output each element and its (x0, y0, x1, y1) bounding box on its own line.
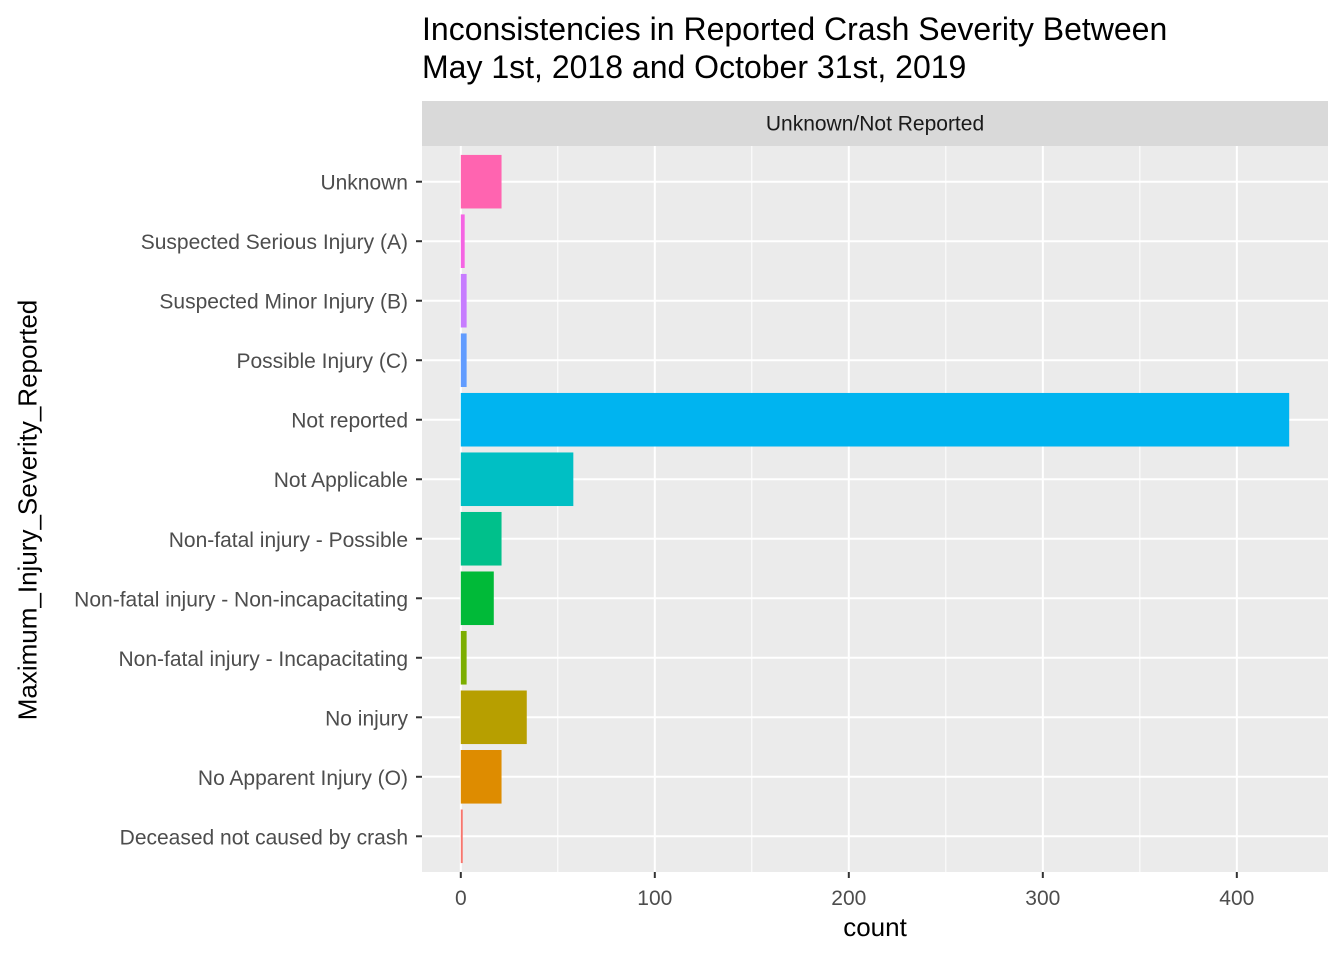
y-tick-label: Non-fatal injury - Incapacitating (119, 648, 408, 671)
bar (460, 809, 463, 864)
bars (460, 154, 1290, 864)
chart-title-line-1: Inconsistencies in Reported Crash Severi… (422, 11, 1168, 47)
bar (460, 452, 574, 507)
bar (460, 333, 467, 388)
bar (460, 273, 467, 328)
x-axis-label: count (843, 912, 907, 942)
chart-title-line-2: May 1st, 2018 and October 31st, 2019 (422, 49, 967, 85)
x-tick-label: 300 (1025, 887, 1060, 910)
bar (460, 630, 467, 685)
x-axis: 0 100 200 300 400 (455, 872, 1254, 910)
x-tick-label: 0 (455, 887, 467, 910)
y-tick-label: Not reported (291, 410, 408, 433)
x-tick-label: 200 (831, 887, 866, 910)
bar (460, 154, 502, 209)
y-tick-label: Possible Injury (C) (236, 350, 408, 373)
y-tick-label: Not Applicable (274, 469, 408, 492)
y-tick-label: Suspected Serious Injury (A) (141, 231, 408, 254)
bar (460, 571, 494, 626)
bar (460, 392, 1290, 447)
y-tick-label: Non-fatal injury - Possible (169, 529, 408, 552)
y-tick-label: Deceased not caused by crash (120, 826, 408, 849)
bar (460, 511, 502, 566)
y-axis: Deceased not caused by crash No Apparent … (74, 172, 422, 849)
y-axis-label: Maximum_Injury_Severity_Reported (12, 299, 43, 721)
x-tick-label: 400 (1219, 887, 1254, 910)
bar (460, 750, 502, 804)
facet-strip-label: Unknown/Not Reported (766, 113, 984, 136)
y-tick-label: Non-fatal injury - Non-incapacitating (74, 588, 408, 611)
y-tick-label: Unknown (320, 172, 408, 195)
facet-strip (422, 101, 1328, 146)
y-tick-label: Suspected Minor Injury (B) (159, 291, 408, 314)
bar (460, 690, 527, 745)
bar (460, 214, 465, 268)
grid-minor (557, 146, 1141, 872)
x-tick-label: 100 (637, 887, 672, 910)
y-tick-label: No Apparent Injury (O) (198, 767, 408, 790)
y-tick-label: No injury (325, 707, 408, 730)
panel-background (422, 146, 1328, 872)
